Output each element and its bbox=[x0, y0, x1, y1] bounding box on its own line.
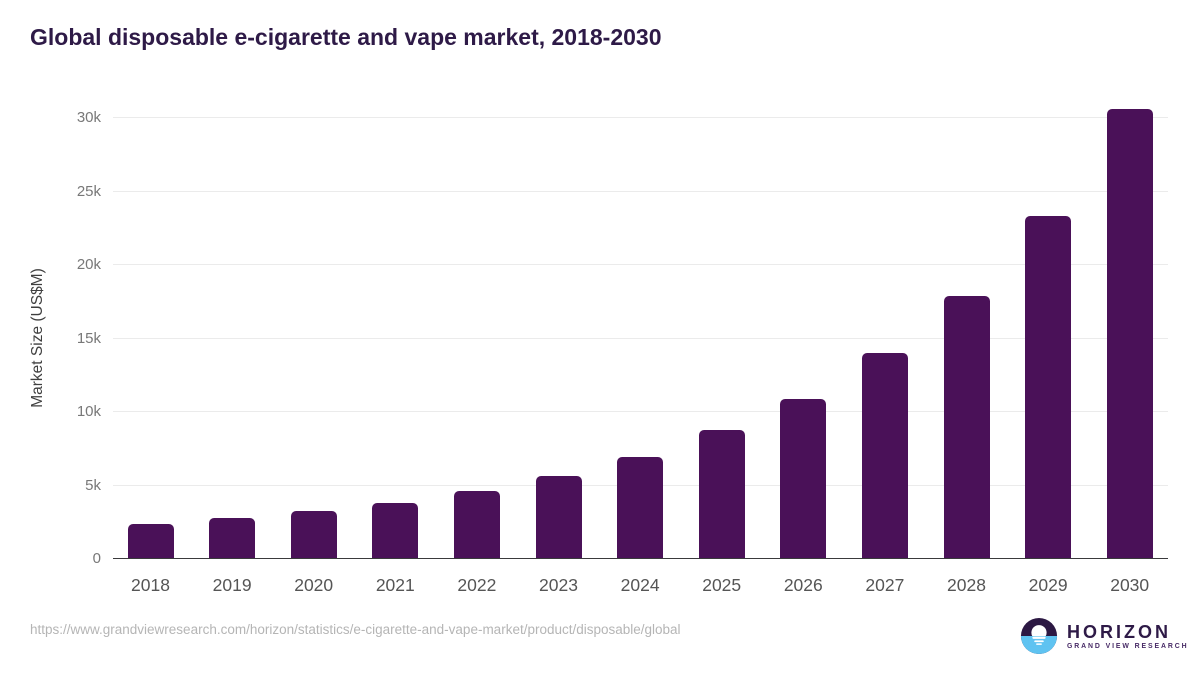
x-tick-label: 2027 bbox=[865, 575, 905, 595]
gridline bbox=[113, 264, 1168, 266]
y-tick-label: 5k bbox=[85, 476, 101, 494]
horizon-sunset-icon bbox=[1020, 617, 1058, 655]
x-tick-label: 2021 bbox=[375, 575, 415, 595]
x-tick-label: 2020 bbox=[294, 575, 334, 595]
bar-2019 bbox=[209, 518, 256, 558]
x-tick-label: 2022 bbox=[457, 575, 497, 595]
gridline bbox=[113, 411, 1168, 413]
logo-subtitle: GRAND VIEW RESEARCH bbox=[1067, 643, 1189, 650]
x-tick-label: 2028 bbox=[947, 575, 986, 595]
horizon-logo: HORIZON GRAND VIEW RESEARCH bbox=[1020, 617, 1188, 655]
bar-2025 bbox=[698, 430, 745, 558]
logo-text: HORIZON GRAND VIEW RESEARCH bbox=[1067, 622, 1188, 650]
bar-2022 bbox=[453, 490, 500, 558]
x-tick-label: 2026 bbox=[783, 575, 823, 595]
source-url: https://www.grandviewresearch.com/horizo… bbox=[30, 622, 681, 637]
y-tick-label: 30k bbox=[76, 109, 101, 127]
bar-2018 bbox=[127, 524, 174, 558]
gridline bbox=[113, 117, 1168, 119]
x-tick-label: 2029 bbox=[1028, 575, 1068, 595]
y-tick-label: 20k bbox=[76, 256, 101, 274]
bar-2026 bbox=[780, 398, 827, 558]
bar-2030 bbox=[1106, 109, 1153, 558]
y-tick-label: 10k bbox=[76, 403, 101, 421]
bar-2028 bbox=[943, 295, 990, 558]
bar-2024 bbox=[617, 456, 664, 558]
y-axis-title: Market Size (US$M) bbox=[29, 268, 46, 408]
y-tick-label: 0 bbox=[92, 550, 101, 567]
x-tick-label: 2024 bbox=[620, 575, 660, 595]
x-tick-label: 2018 bbox=[131, 575, 170, 595]
x-tick-label: 2025 bbox=[702, 575, 742, 595]
logo-title: HORIZON bbox=[1067, 622, 1171, 642]
bar-2027 bbox=[861, 353, 908, 558]
x-tick-label: 2023 bbox=[539, 575, 578, 595]
y-tick-label: 15k bbox=[76, 329, 101, 347]
gridline bbox=[113, 190, 1168, 192]
bar-2023 bbox=[535, 475, 582, 558]
gridline bbox=[113, 337, 1168, 339]
bar-2020 bbox=[290, 510, 337, 558]
y-tick-label: 25k bbox=[76, 182, 101, 200]
plot-area: 0 5k 10k 15k 20k 25k 30k 2018 2019 2020 2021 2022 20… bbox=[77, 99, 1168, 595]
bar-2029 bbox=[1025, 215, 1072, 558]
x-tick-label: 2030 bbox=[1110, 575, 1150, 595]
bar-2021 bbox=[372, 503, 419, 558]
chart-title: Global disposable e-cigarette and vape m… bbox=[30, 24, 662, 50]
x-tick-label: 2019 bbox=[212, 575, 252, 595]
x-axis-line bbox=[113, 557, 1168, 559]
